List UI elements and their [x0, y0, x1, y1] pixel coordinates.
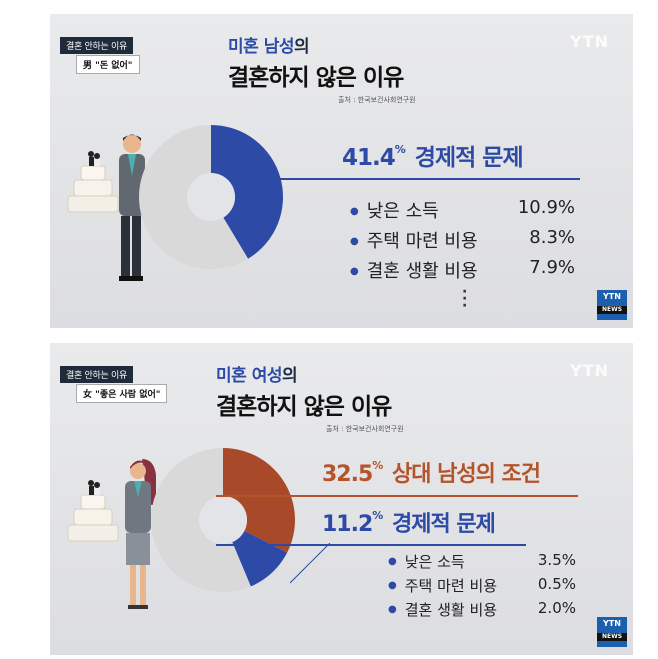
headline-unit: % — [372, 459, 383, 472]
topic-tag-title: 결혼 안하는 이유 — [60, 37, 133, 54]
item-value: 0.5% — [537, 575, 576, 593]
item-label: 주택 마련 비용 — [366, 231, 478, 252]
donut-segments — [139, 125, 283, 269]
list-item: ● 결혼 생활 비용 7.9% — [350, 257, 575, 282]
list-item: ● 주택 마련 비용 0.5% — [388, 575, 576, 595]
title-main: 결혼하지 않은 이유 — [216, 394, 392, 420]
channel-watermark: YTN — [570, 32, 609, 51]
source-note: 출처 : 한국보건사회연구원 — [338, 96, 416, 104]
donut-chart — [151, 448, 295, 592]
item-label: 낮은 소득 — [366, 201, 439, 222]
topic-tag-quote: 女 "좋은 사람 없어" — [76, 384, 168, 403]
ytn-news-badge: YTN NEWS — [597, 617, 627, 647]
headline-value: 32.5 — [322, 462, 373, 487]
item-value: 3.5% — [537, 551, 576, 569]
item-value: 7.9% — [529, 257, 575, 278]
donut-segment-2 — [151, 448, 251, 592]
list-item: ● 결혼 생활 비용 2.0% — [388, 599, 576, 619]
title-accent: 미혼 여성 — [216, 366, 282, 386]
title-main: 결혼하지 않은 이유 — [228, 65, 404, 91]
title-suffix: 의 — [293, 37, 310, 57]
headline-label: 경제적 문제 — [391, 512, 496, 537]
donut-hole — [187, 173, 235, 221]
female-infographic-panel: 결혼 안하는 이유 女 "좋은 사람 없어" 미혼 여성의 결혼하지 않은 이유… — [50, 343, 633, 655]
connector-lines — [290, 543, 331, 584]
list-item: ● 주택 마련 비용 8.3% — [350, 227, 575, 252]
donut-chart — [139, 125, 283, 269]
headline-economic: 11.2% 경제적 문제 — [322, 506, 496, 538]
headline-unit: % — [394, 143, 406, 156]
item-label: 주택 마련 비용 — [404, 577, 498, 595]
infographic-title: 미혼 남성의 결혼하지 않은 이유 출처 : 한국보건사회연구원 — [228, 32, 416, 105]
headline-value: 41.4 — [342, 145, 396, 171]
list-item: ● 낮은 소득 10.9% — [350, 197, 575, 222]
item-value: 2.0% — [537, 599, 576, 617]
item-value: 8.3% — [529, 227, 575, 248]
headline-partner-condition: 32.5% 상대 남성의 조건 — [322, 456, 541, 488]
headline-label: 상대 남성의 조건 — [391, 462, 541, 487]
headline-underline — [216, 495, 578, 497]
topic-tag-title: 결혼 안하는 이유 — [60, 366, 133, 383]
channel-watermark: YTN — [570, 361, 609, 380]
bride-with-cake-illustration — [67, 459, 156, 609]
source-note: 출처 : 한국보건사회연구원 — [326, 425, 404, 433]
topic-tag: 결혼 안하는 이유 男 "돈 없어" — [60, 34, 140, 74]
title-suffix: 의 — [281, 366, 298, 386]
item-label: 결혼 생활 비용 — [366, 261, 478, 282]
headline-label: 경제적 문제 — [414, 145, 524, 171]
donut-segment-0 — [223, 448, 295, 553]
donut-segment-0 — [211, 125, 283, 259]
title-accent: 미혼 남성 — [228, 37, 294, 57]
list-item: ● 낮은 소득 3.5% — [388, 551, 576, 571]
item-label: 낮은 소득 — [404, 553, 465, 571]
groom-with-cake-illustration — [67, 134, 145, 281]
headline-economic: 41.4% 경제적 문제 — [342, 138, 524, 172]
ytn-news-badge: YTN NEWS — [597, 290, 627, 320]
donut-hole — [199, 496, 247, 544]
headline-unit: % — [372, 509, 383, 522]
topic-tag-quote: 男 "돈 없어" — [76, 55, 140, 74]
item-label: 결혼 생활 비용 — [404, 601, 498, 619]
headline-underline — [216, 544, 526, 546]
male-infographic-panel: 결혼 안하는 이유 男 "돈 없어" 미혼 남성의 결혼하지 않은 이유 출처 … — [50, 14, 633, 328]
topic-tag: 결혼 안하는 이유 女 "좋은 사람 없어" — [60, 363, 168, 403]
headline-underline — [228, 178, 580, 180]
infographic-title: 미혼 여성의 결혼하지 않은 이유 출처 : 한국보건사회연구원 — [216, 361, 404, 434]
more-dots: · · · — [462, 284, 468, 314]
headline-value: 11.2 — [322, 512, 373, 537]
donut-segment-1 — [139, 125, 249, 269]
item-value: 10.9% — [517, 197, 575, 218]
